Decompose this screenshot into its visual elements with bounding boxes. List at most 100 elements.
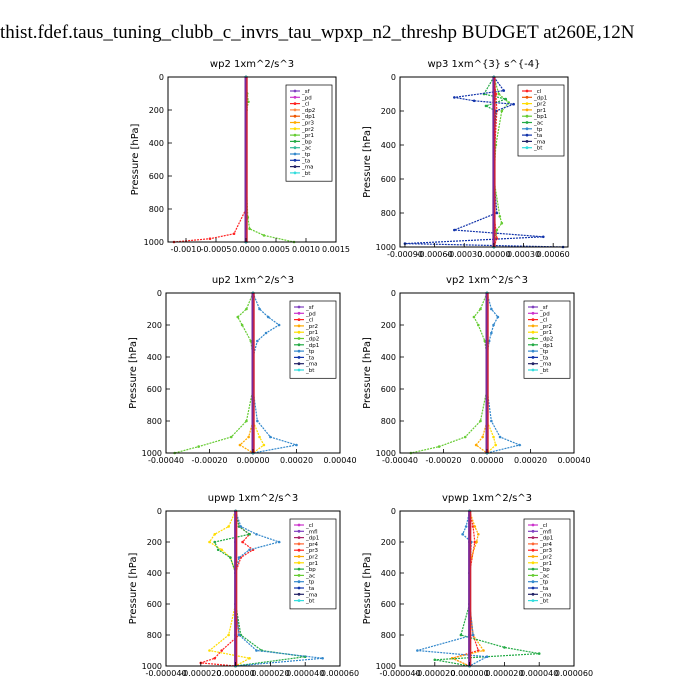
legend-box xyxy=(285,84,333,182)
series-point xyxy=(220,649,223,652)
y-axis-label: Pressure [hPa] xyxy=(128,337,139,409)
legend-label: _bt xyxy=(539,368,549,374)
x-tick-label: -0.00030 xyxy=(446,250,482,259)
series-point xyxy=(220,548,223,552)
x-tick-label: 0.0010 xyxy=(292,245,320,254)
legend-marker xyxy=(531,343,535,347)
y-tick-label: 400 xyxy=(381,569,396,578)
legend-label: _mfl xyxy=(539,529,552,535)
panel-title: wp2 1xm^2/s^3 xyxy=(210,59,294,70)
legend-marker xyxy=(293,140,297,143)
x-tick-label: -0.00090 xyxy=(387,250,423,259)
legend-marker xyxy=(293,95,297,99)
legend-label: _ma xyxy=(305,362,317,368)
legend-marker xyxy=(297,356,301,359)
series-point xyxy=(247,435,250,439)
x-tick-label: -0.00040 xyxy=(382,456,418,465)
legend-label: _pr2 xyxy=(539,324,552,330)
series-point xyxy=(485,655,489,658)
legend-marker xyxy=(297,368,301,372)
x-tick-label: -0.000040 xyxy=(145,669,186,678)
legend-marker xyxy=(531,330,535,334)
series-point xyxy=(258,307,261,311)
legend-marker xyxy=(531,349,535,353)
x-tick-label: 0.00060 xyxy=(537,250,570,259)
legend-label: _pd xyxy=(305,311,316,317)
series-point xyxy=(245,307,248,311)
legend-marker xyxy=(293,89,297,93)
series-point xyxy=(239,525,243,528)
legend-marker xyxy=(531,318,535,321)
y-axis-label: Pressure [hPa] xyxy=(362,126,373,198)
series-point xyxy=(249,339,253,343)
series-point xyxy=(483,339,487,343)
series-point xyxy=(258,435,261,439)
panel-5: upwp 1xm^2/s^3 Pressure [hPa] 0 200 400 600 80… xyxy=(128,493,359,678)
series-point xyxy=(482,649,485,652)
legend-label: _pr1 xyxy=(533,108,546,114)
series-point xyxy=(500,221,504,225)
legend-label: _bt xyxy=(533,146,543,152)
series-line xyxy=(200,510,255,667)
legend-box xyxy=(517,84,565,157)
legend-label: _dp2 xyxy=(539,337,553,343)
series-point xyxy=(229,435,233,439)
series-point xyxy=(497,92,501,96)
legend-label: _ac xyxy=(305,573,315,579)
legend-label: _pd xyxy=(539,311,550,317)
y-tick-label: 1000 xyxy=(376,449,396,458)
series-point xyxy=(437,445,441,448)
legend-label: _pr3 xyxy=(305,548,319,554)
series-line xyxy=(434,511,540,667)
series-point xyxy=(237,633,241,637)
y-tick-label: 1000 xyxy=(376,243,396,252)
legend-marker xyxy=(297,561,301,565)
series-point xyxy=(255,532,258,536)
legend-label: _bp xyxy=(301,139,312,145)
legend-label: _bp xyxy=(305,567,316,573)
legend-label: _bt xyxy=(539,599,549,605)
y-axis-label: Pressure [hPa] xyxy=(130,124,141,196)
legend-marker xyxy=(297,536,301,539)
legend-marker xyxy=(531,542,535,546)
legend-label: _tp xyxy=(533,127,543,133)
series-point xyxy=(474,443,478,447)
legend-marker xyxy=(525,133,529,137)
legend-marker xyxy=(297,548,301,552)
legend-label: _pr3 xyxy=(301,121,315,127)
legend-label: _pr1 xyxy=(301,133,314,139)
series-point xyxy=(232,232,236,236)
x-tick-label: 0.00020 xyxy=(280,456,313,465)
legend-marker xyxy=(525,108,529,112)
y-axis-label: Pressure [hPa] xyxy=(362,553,373,625)
series-point xyxy=(229,556,232,559)
legend-marker xyxy=(293,114,297,118)
series-point xyxy=(227,525,230,528)
panel-title: wp3 1xm^{3} s^{-4} xyxy=(427,59,540,70)
series-point xyxy=(213,656,217,660)
series-point xyxy=(248,548,251,552)
series-point xyxy=(484,104,488,108)
y-tick-label: 800 xyxy=(149,205,164,214)
y-tick-label: 1000 xyxy=(144,238,164,247)
y-axis-label: Pressure [hPa] xyxy=(362,337,373,409)
x-tick-label: 0.00030 xyxy=(507,250,540,259)
legend-label: _ta xyxy=(305,355,314,361)
legend-marker xyxy=(297,362,301,366)
panel-3: up2 1xm^2/s^3 Pressure [hPa] 0 200 400 600 800… xyxy=(128,275,357,465)
series-line xyxy=(213,510,306,667)
legend-marker xyxy=(297,305,301,309)
legend-label: _ac xyxy=(533,121,543,127)
legend-marker xyxy=(293,108,297,112)
series-point xyxy=(453,228,456,232)
legend-marker xyxy=(531,561,535,565)
legend-marker xyxy=(293,121,297,124)
y-tick-label: 0 xyxy=(157,289,162,298)
legend-marker xyxy=(297,529,301,533)
y-tick-label: 400 xyxy=(381,353,396,362)
y-tick-label: 600 xyxy=(381,385,396,394)
legend-label: _ta xyxy=(533,133,542,139)
series-point xyxy=(208,540,211,544)
x-tick-label: -0.000020 xyxy=(414,669,455,678)
y-tick-label: 400 xyxy=(381,141,396,150)
